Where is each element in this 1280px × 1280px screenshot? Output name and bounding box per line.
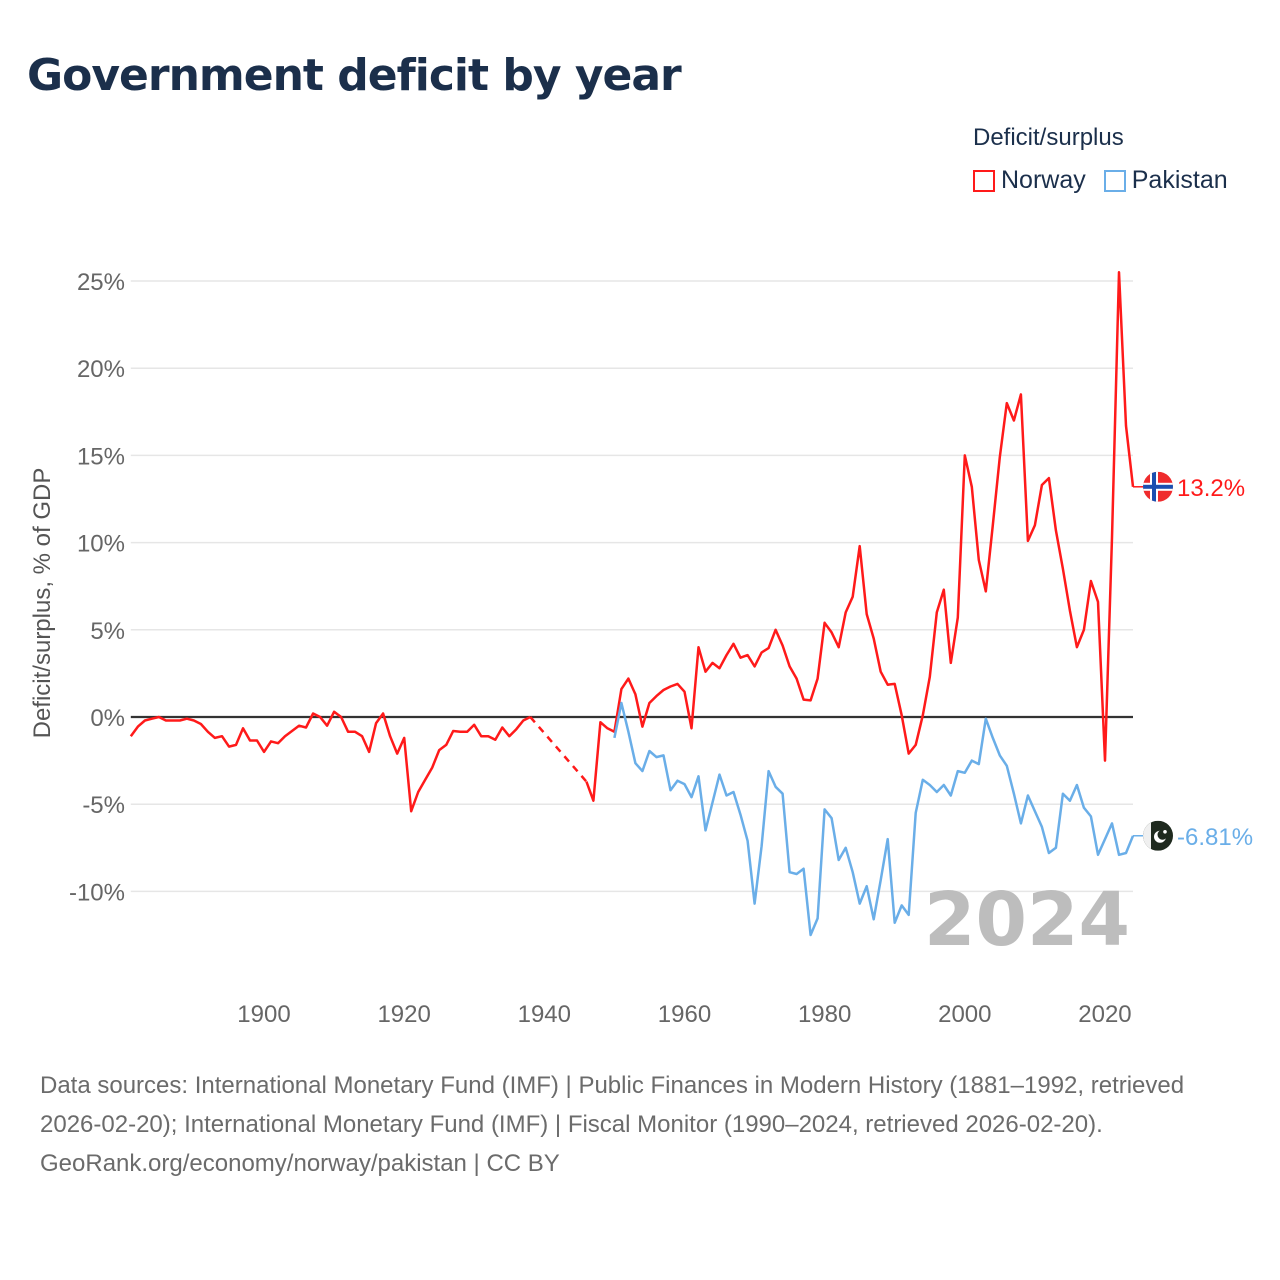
x-tick-label: 2020 <box>1078 1001 1131 1028</box>
legend-title: Deficit/surplus <box>973 124 1124 151</box>
pakistan-flag-icon <box>1143 820 1173 851</box>
legend-label-norway: Norway <box>1001 166 1086 194</box>
y-tick-label: 5% <box>90 618 125 645</box>
norway-line <box>129 271 1135 813</box>
source-text: Data sources: International Monetary Fun… <box>40 1072 1185 1138</box>
norway-end-value: 13.2% <box>1177 475 1245 502</box>
x-tick-label: 1980 <box>798 1001 851 1028</box>
legend-swatch-norway <box>973 169 995 192</box>
star-icon <box>1163 829 1167 834</box>
year-watermark: 2024 <box>924 877 1130 963</box>
x-tick-label: 1900 <box>237 1001 290 1028</box>
y-tick-label: 0% <box>90 705 125 732</box>
flag-cross-blue <box>1143 484 1173 489</box>
norway-gap-dashed-line <box>529 716 588 783</box>
norway-flag-icon <box>1143 471 1173 502</box>
chart-title: Government deficit by year <box>27 50 682 101</box>
source-note: Data sources: International Monetary Fun… <box>40 1066 1240 1183</box>
x-tick-label: 2000 <box>938 1001 991 1028</box>
legend: Norway Pakistan <box>973 166 1228 195</box>
y-tick-label: -5% <box>82 792 125 819</box>
y-tick-label: 25% <box>77 269 125 296</box>
source-link[interactable]: GeoRank.org/economy/norway/pakistan | CC… <box>40 1150 560 1177</box>
pakistan-end-value: -6.81% <box>1177 824 1253 851</box>
legend-label-pakistan: Pakistan <box>1131 166 1228 194</box>
x-tick-label: 1920 <box>377 1001 430 1028</box>
legend-item-pakistan[interactable]: Pakistan <box>1103 166 1228 195</box>
x-tick-label: 1960 <box>658 1001 711 1028</box>
y-tick-label: 20% <box>77 356 125 383</box>
x-tick-label: 1940 <box>518 1001 571 1028</box>
y-tick-label: 10% <box>77 531 125 558</box>
legend-swatch-pakistan <box>1103 169 1126 192</box>
y-tick-label: -10% <box>69 879 125 906</box>
flag-stripe <box>1143 820 1151 851</box>
y-axis-label: Deficit/surplus, % of GDP <box>29 468 56 739</box>
y-tick-label: 15% <box>77 443 125 470</box>
pakistan-line <box>613 701 1135 937</box>
legend-item-norway[interactable]: Norway <box>973 166 1086 195</box>
flag-cross-blue <box>1152 471 1156 502</box>
